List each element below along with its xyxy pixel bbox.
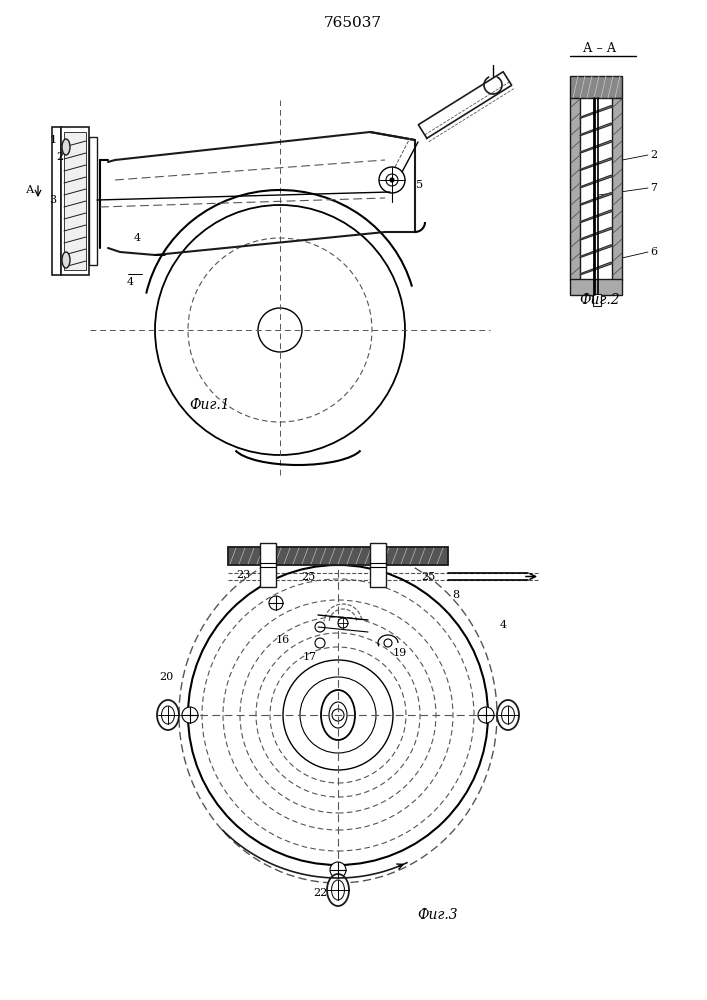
Text: 1: 1 — [49, 135, 57, 145]
Text: 20: 20 — [159, 672, 173, 682]
Bar — [570, 98, 580, 280]
Bar — [570, 279, 622, 295]
Polygon shape — [580, 227, 612, 240]
Bar — [64, 132, 86, 270]
Bar — [612, 98, 622, 280]
Bar — [228, 547, 448, 565]
Circle shape — [390, 178, 394, 182]
Circle shape — [330, 862, 346, 878]
Circle shape — [269, 596, 283, 610]
Text: 5: 5 — [416, 180, 423, 190]
Polygon shape — [580, 140, 612, 153]
Text: 2: 2 — [650, 150, 657, 160]
Text: 4: 4 — [499, 620, 506, 630]
Bar — [570, 76, 622, 98]
Text: 4: 4 — [127, 277, 134, 287]
Circle shape — [338, 618, 348, 628]
Bar — [593, 294, 601, 306]
Text: Фиг.1: Фиг.1 — [189, 398, 230, 412]
Text: Фиг.3: Фиг.3 — [418, 908, 458, 922]
Circle shape — [182, 707, 198, 723]
Circle shape — [478, 707, 494, 723]
Text: А: А — [26, 185, 34, 195]
Polygon shape — [419, 72, 512, 138]
Polygon shape — [580, 245, 612, 258]
Text: А – А: А – А — [583, 41, 617, 54]
Text: Фиг.2: Фиг.2 — [580, 293, 620, 307]
Text: 19: 19 — [393, 648, 407, 658]
Text: 23: 23 — [236, 570, 250, 580]
Polygon shape — [580, 210, 612, 223]
Polygon shape — [580, 262, 612, 275]
Text: 17: 17 — [303, 652, 317, 662]
Ellipse shape — [62, 252, 70, 268]
Polygon shape — [580, 158, 612, 171]
Text: 7: 7 — [650, 183, 657, 193]
Text: 4: 4 — [134, 233, 141, 243]
Polygon shape — [580, 106, 612, 118]
Ellipse shape — [62, 139, 70, 155]
Bar — [370, 543, 386, 587]
Text: 16: 16 — [276, 635, 290, 645]
Text: 25: 25 — [421, 572, 435, 582]
Bar — [61, 127, 89, 275]
Text: 8: 8 — [452, 590, 460, 600]
Text: 6: 6 — [650, 247, 657, 257]
Bar — [260, 543, 276, 587]
Text: 3: 3 — [49, 195, 57, 205]
Text: 25: 25 — [301, 572, 315, 582]
Text: 2: 2 — [57, 152, 64, 162]
Polygon shape — [580, 175, 612, 188]
Ellipse shape — [327, 874, 349, 906]
Polygon shape — [580, 123, 612, 136]
Ellipse shape — [497, 700, 519, 730]
Text: 765037: 765037 — [324, 16, 382, 30]
Ellipse shape — [157, 700, 179, 730]
Polygon shape — [580, 193, 612, 205]
Text: 22: 22 — [313, 888, 327, 898]
Bar — [89, 137, 97, 265]
Bar — [52, 127, 61, 275]
